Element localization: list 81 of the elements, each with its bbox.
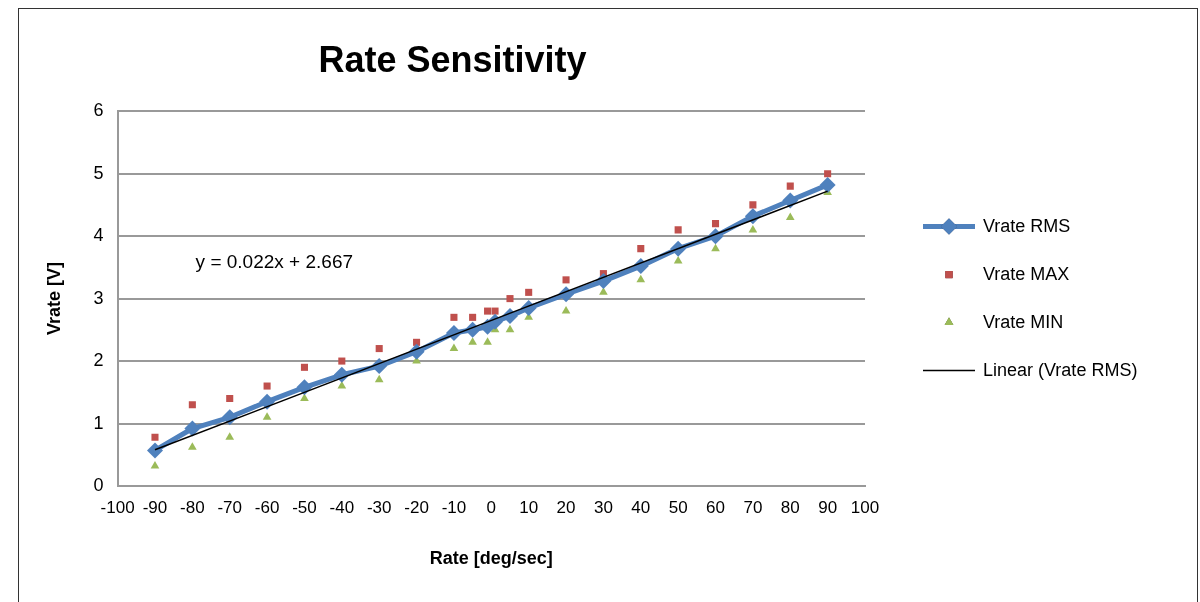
point bbox=[468, 337, 477, 345]
point bbox=[637, 245, 645, 253]
y-tick-label: 2 bbox=[93, 350, 104, 371]
x-tick-label: 50 bbox=[668, 497, 688, 517]
x-tick-label: -80 bbox=[180, 497, 205, 517]
x-tick-label: 0 bbox=[486, 497, 497, 517]
point bbox=[673, 256, 683, 264]
x-tick-label: 100 bbox=[850, 497, 880, 517]
x-tick-label: 80 bbox=[780, 497, 800, 517]
x-axis-title: Rate [deg/sec] bbox=[429, 548, 553, 569]
point bbox=[674, 226, 682, 234]
point bbox=[300, 363, 308, 371]
point bbox=[450, 313, 458, 321]
point bbox=[484, 307, 492, 315]
legend-label: Vrate MAX bbox=[983, 263, 1070, 284]
x-tick-label: -50 bbox=[292, 497, 317, 517]
point bbox=[824, 170, 832, 178]
annotation: y = 0.022x + 2.667 bbox=[195, 251, 354, 273]
point bbox=[749, 201, 757, 209]
x-tick-label: 40 bbox=[631, 497, 651, 517]
x-tick-label: 20 bbox=[556, 497, 576, 517]
point bbox=[375, 345, 383, 353]
point bbox=[599, 287, 608, 295]
y-tick-label: 1 bbox=[93, 412, 104, 433]
point bbox=[506, 295, 514, 303]
point bbox=[188, 442, 197, 450]
point bbox=[562, 276, 570, 284]
point bbox=[146, 442, 163, 459]
point bbox=[259, 393, 276, 410]
point bbox=[786, 182, 794, 190]
point bbox=[337, 381, 347, 389]
x-tick-label: -70 bbox=[217, 497, 243, 517]
point bbox=[561, 306, 571, 314]
point bbox=[300, 393, 309, 402]
legend-label: Linear (Vrate RMS) bbox=[983, 359, 1138, 380]
point bbox=[711, 243, 720, 252]
x-tick-label: -100 bbox=[100, 497, 135, 517]
y-axis-title: Vrate [V] bbox=[43, 262, 64, 336]
point bbox=[413, 338, 421, 346]
point bbox=[188, 401, 196, 409]
point bbox=[505, 324, 515, 333]
point bbox=[491, 307, 499, 315]
x-tick-label: -10 bbox=[441, 497, 467, 517]
x-tick-label: 90 bbox=[818, 497, 838, 517]
x-tick-label: 10 bbox=[519, 497, 539, 517]
legend-label: Vrate RMS bbox=[983, 215, 1071, 236]
x-tick-label: -40 bbox=[329, 497, 355, 517]
point bbox=[263, 382, 271, 390]
y-tick-label: 0 bbox=[93, 474, 104, 495]
legend-label: Vrate MIN bbox=[983, 311, 1064, 332]
point bbox=[525, 288, 533, 296]
chart-title: Rate Sensitivity bbox=[318, 38, 587, 80]
point bbox=[819, 176, 836, 193]
point bbox=[449, 343, 459, 352]
x-tick-label: 70 bbox=[743, 497, 763, 517]
point bbox=[785, 212, 795, 220]
point bbox=[483, 337, 492, 345]
point bbox=[338, 357, 346, 365]
point bbox=[636, 274, 646, 283]
x-tick-label: 30 bbox=[593, 497, 613, 517]
point bbox=[151, 433, 159, 441]
point bbox=[225, 432, 235, 440]
x-tick-label: -20 bbox=[404, 497, 429, 517]
point bbox=[262, 412, 272, 420]
x-tick-label: 60 bbox=[706, 497, 725, 517]
point bbox=[782, 192, 799, 209]
x-tick-label: -60 bbox=[254, 497, 280, 517]
x-tick-label: -90 bbox=[142, 497, 168, 517]
point bbox=[296, 379, 313, 396]
y-tick-label: 3 bbox=[93, 287, 104, 308]
point bbox=[469, 313, 477, 321]
x-tick-label: -30 bbox=[366, 497, 392, 517]
point bbox=[226, 395, 234, 403]
point bbox=[374, 374, 384, 383]
point bbox=[711, 220, 720, 228]
y-tick-label: 6 bbox=[93, 100, 104, 121]
point bbox=[748, 224, 758, 233]
y-tick-label: 5 bbox=[93, 162, 104, 183]
point bbox=[150, 461, 160, 469]
y-tick-label: 4 bbox=[93, 225, 104, 246]
point bbox=[184, 420, 201, 437]
